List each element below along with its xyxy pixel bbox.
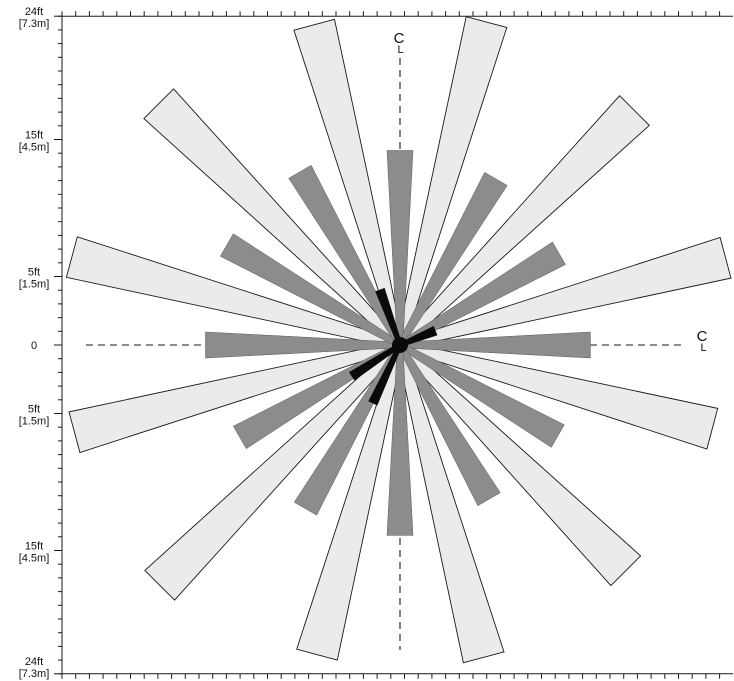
series-inner-envelope-dark	[205, 150, 591, 536]
spoke-wedge	[375, 287, 402, 343]
ft-rulers	[61, 11, 733, 679]
svg-text:C: C	[697, 328, 708, 345]
svg-text:L: L	[397, 44, 403, 56]
svg-text:L: L	[700, 342, 706, 354]
spoke-wedge	[368, 346, 401, 406]
scale-tick-label: 15ft [4.5m]	[19, 130, 50, 154]
spoke-wedge	[349, 344, 399, 381]
series-outer-envelope-light	[65, 16, 732, 664]
scale-tick-label: 15ft [4.5m]	[19, 541, 50, 565]
scale-tick-label: 24ft [7.3m]	[19, 6, 50, 30]
svg-text:C: C	[394, 30, 405, 47]
centerline-symbol-right: CL	[697, 328, 708, 354]
series-short-stubs-black	[349, 287, 438, 406]
scale-tick-label: 5ft [1.5m]	[19, 404, 50, 428]
scale-tick-label: 24ft [7.3m]	[19, 656, 50, 680]
scale-tick-label: 0	[31, 340, 37, 352]
scale-tick-label: 5ft [1.5m]	[19, 267, 50, 291]
vertical-scale-axis: 24ft [7.3m] 15ft [4.5m] 5ft [1.5m] 0 5ft [1.5m] 1…	[19, 6, 63, 680]
centerline-symbol-top: CL	[394, 30, 405, 56]
center-point	[392, 337, 408, 353]
spoke-wedge	[401, 326, 438, 347]
